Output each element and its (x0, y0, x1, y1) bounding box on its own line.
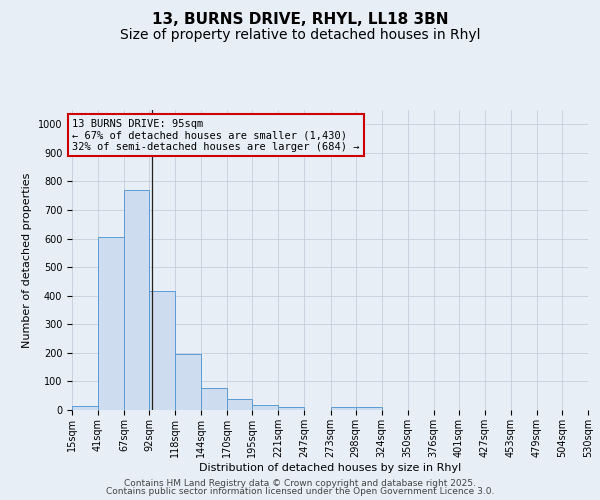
Y-axis label: Number of detached properties: Number of detached properties (22, 172, 32, 348)
Text: 13, BURNS DRIVE, RHYL, LL18 3BN: 13, BURNS DRIVE, RHYL, LL18 3BN (152, 12, 448, 28)
Bar (124, 190, 149, 410)
Bar (227, 399, 253, 410)
Bar (201, 388, 227, 410)
Text: Size of property relative to detached houses in Rhyl: Size of property relative to detached ho… (120, 28, 480, 42)
Bar (278, 406, 304, 410)
Text: Contains HM Land Registry data © Crown copyright and database right 2025.: Contains HM Land Registry data © Crown c… (124, 478, 476, 488)
Bar (356, 407, 382, 410)
X-axis label: Distribution of detached houses by size in Rhyl: Distribution of detached houses by size … (199, 462, 461, 472)
Bar (149, 292, 175, 410)
Bar (175, 354, 201, 410)
Bar (253, 405, 278, 410)
Text: Contains public sector information licensed under the Open Government Licence 3.: Contains public sector information licen… (106, 487, 494, 496)
Text: 13 BURNS DRIVE: 95sqm
← 67% of detached houses are smaller (1,430)
32% of semi-d: 13 BURNS DRIVE: 95sqm ← 67% of detached … (72, 118, 359, 152)
Bar (72, 406, 98, 410)
Bar (331, 406, 356, 410)
Bar (98, 237, 124, 410)
